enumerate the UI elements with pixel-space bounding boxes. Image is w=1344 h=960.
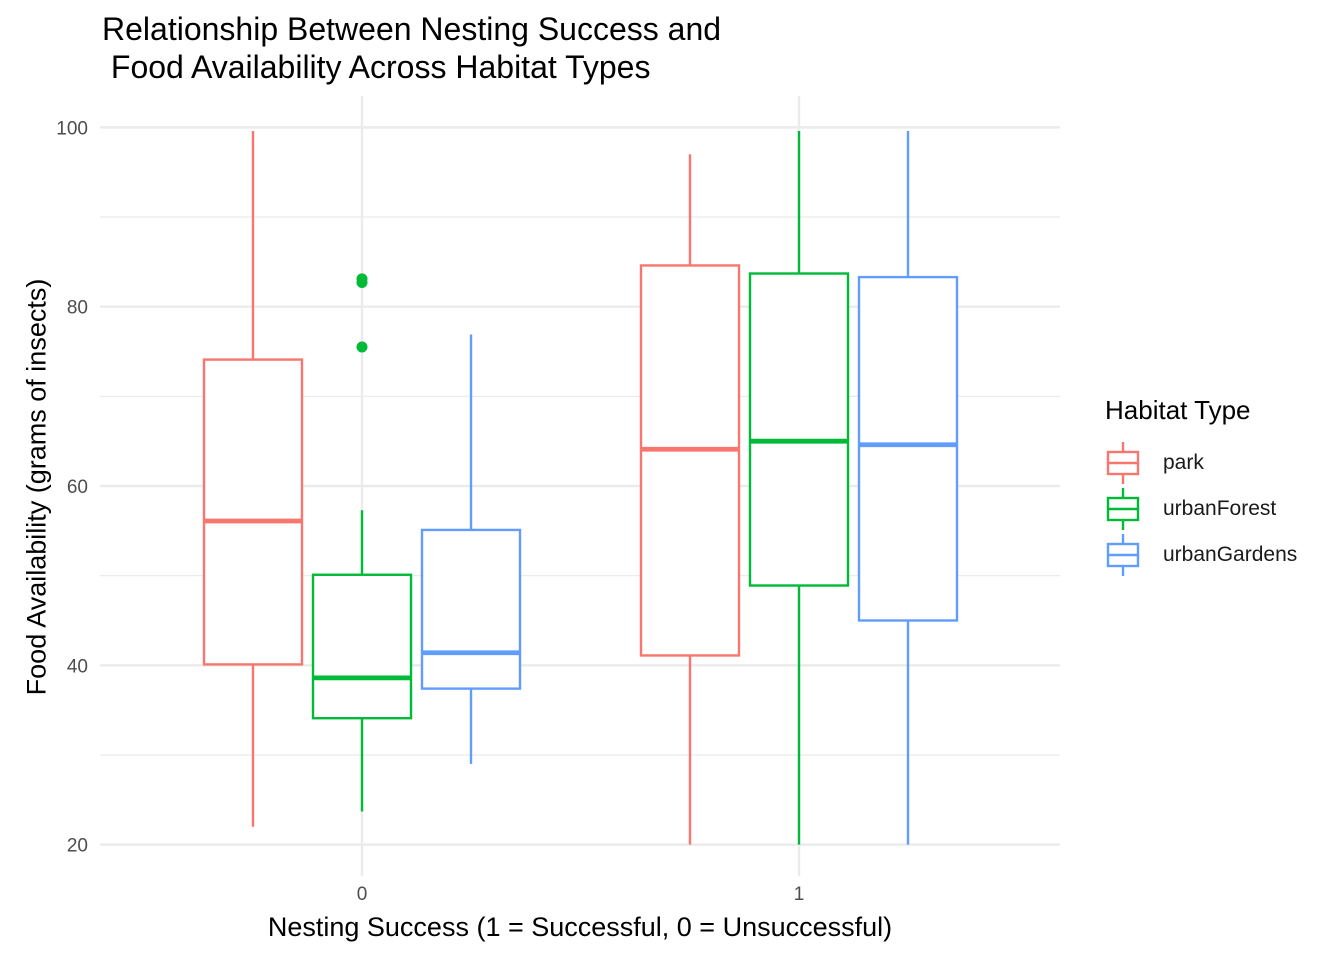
legend: Habitat Type park urbanForest urbanGardens xyxy=(1105,395,1297,578)
boxplot-urbanGardens-0 xyxy=(420,334,522,764)
legend-key-urbanGardens xyxy=(1105,532,1141,578)
x-tick-label: 1 xyxy=(794,884,805,905)
legend-title: Habitat Type xyxy=(1105,395,1251,425)
box-iqr xyxy=(857,275,959,622)
x-tick-label: 0 xyxy=(357,884,368,905)
legend-item-urbanGardens: urbanGardens xyxy=(1105,532,1297,578)
x-axis-label: Nesting Success (1 = Successful, 0 = Uns… xyxy=(267,912,893,942)
legend-label-urbanGardens: urbanGardens xyxy=(1163,543,1298,566)
legend-label-urbanForest: urbanForest xyxy=(1163,497,1277,520)
y-tick-label: 60 xyxy=(67,477,88,498)
legend-key-urbanForest xyxy=(1105,486,1141,532)
y-axis-label: Food Availability (grams of insects) xyxy=(21,278,52,696)
box-iqr xyxy=(202,358,304,666)
box-iqr xyxy=(748,272,850,587)
chart-title: Relationship Between Nesting Success and… xyxy=(102,11,722,85)
y-tick-label: 20 xyxy=(67,836,88,857)
boxplot-urbanForest-0 xyxy=(311,273,413,812)
box-iqr xyxy=(311,573,413,720)
legend-label-park: park xyxy=(1163,451,1204,474)
outlier-point xyxy=(356,341,368,353)
boxplot-urbanForest-1 xyxy=(748,130,850,845)
boxplot-urbanGardens-1 xyxy=(857,130,959,845)
legend-item-park: park xyxy=(1105,440,1297,486)
boxplot-park-0 xyxy=(202,130,304,827)
y-tick-label: 100 xyxy=(56,118,88,139)
legend-key-park xyxy=(1105,440,1141,486)
box-iqr xyxy=(420,528,522,690)
y-tick-labels: 20 40 60 80 100 xyxy=(56,118,88,856)
y-tick-label: 80 xyxy=(67,298,88,319)
y-tick-label: 40 xyxy=(67,656,88,677)
boxplots xyxy=(202,130,959,845)
box-iqr xyxy=(639,264,741,657)
outlier-point xyxy=(356,273,368,285)
legend-items: park urbanForest urbanGardens xyxy=(1105,440,1297,578)
boxplot-park-1 xyxy=(639,154,741,845)
legend-item-urbanForest: urbanForest xyxy=(1105,486,1297,532)
